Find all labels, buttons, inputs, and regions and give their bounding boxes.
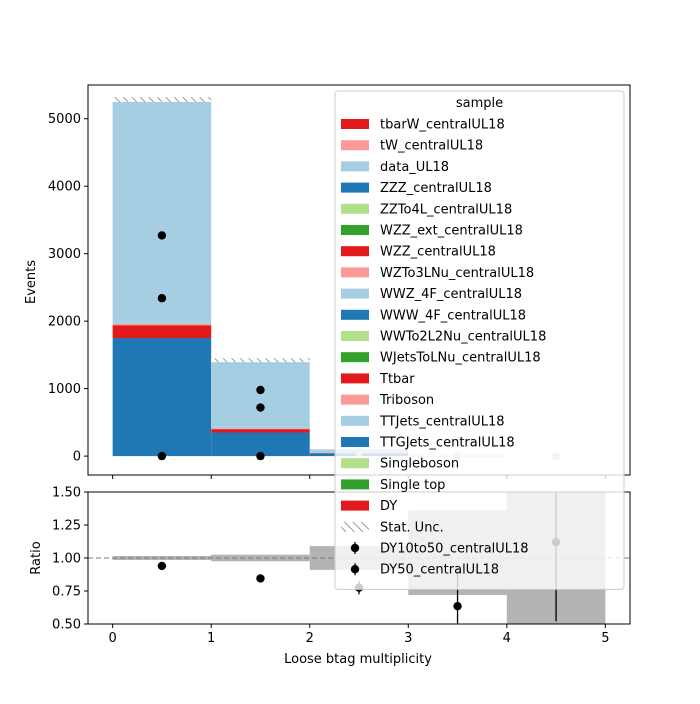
- legend-swatch-11: [341, 352, 369, 363]
- bar-data_UL18-bin-0: [112, 321, 212, 324]
- bar-data_UL18-bin-1: [211, 426, 310, 429]
- main-y-tick-label-1000: 1000: [48, 382, 81, 397]
- legend-label-18: DY: [380, 499, 397, 514]
- legend-box: [334, 90, 625, 590]
- legend-label-7: WZTo3LNu_centralUL18: [380, 266, 534, 281]
- ratio-x-tick-label-0: 0: [108, 631, 116, 646]
- legend-label-0: tbarW_centralUL18: [380, 118, 505, 133]
- legend-marker-20: [350, 543, 360, 553]
- bar-Ttbar-bin-1: [211, 429, 310, 433]
- legend-label-2: data_UL18: [380, 160, 449, 175]
- ratio-y-tick-label-0: 0.50: [52, 618, 81, 633]
- legend-swatch-0: [341, 119, 369, 129]
- legend-label-12: Ttbar: [379, 372, 415, 387]
- main-y-tick-label-2000: 2000: [48, 315, 81, 330]
- main-y-axis-label: Events: [24, 260, 39, 304]
- ratio-x-tick-label-5: 5: [601, 631, 609, 646]
- main-y-tick-label-3000: 3000: [48, 247, 81, 262]
- ratio-point-3: [453, 601, 462, 611]
- legend-label-16: Singleboson: [380, 457, 459, 472]
- legend-label-19: Stat. Unc.: [380, 520, 444, 535]
- legend-swatch-12: [341, 373, 369, 384]
- ratio-y-tick-label-4: 1.50: [52, 486, 81, 501]
- main-y-tick-label-4000: 4000: [48, 180, 81, 195]
- legend-swatch-5: [341, 225, 369, 235]
- legend-label-14: TTJets_centralUL18: [379, 414, 505, 429]
- legend-label-6: WZZ_centralUL18: [380, 245, 496, 260]
- bar-TTGJets_centralUL18-bin-1: [211, 432, 310, 457]
- legend: sample tbarW_centralUL18 tW_centralUL18dat…: [334, 90, 625, 590]
- legend-label-13: Triboson: [379, 393, 434, 408]
- legend-swatch-14: [341, 415, 369, 426]
- legend-title: sample: [456, 96, 503, 111]
- ratio-point-0: [157, 561, 167, 571]
- main-plot: 0 1000 2000 3000 4000 5000: [48, 84, 631, 479]
- legend-label-10: WWTo2L2Nu_centralUL18: [380, 330, 546, 345]
- data-point-DY10to50_centralUL18-1: [256, 385, 265, 395]
- legend-swatch-7: [341, 267, 369, 278]
- legend-swatch-19: [341, 521, 369, 532]
- ratio-y-tick-label-2: 1.00: [52, 552, 81, 567]
- main-y-tick-label-5000: 5000: [48, 112, 81, 127]
- data-point-DY-1: [256, 451, 265, 461]
- bar-TTJets_centralUL18-bin-0: [112, 101, 212, 322]
- stat-unc-hatch-bin-0: [112, 97, 212, 102]
- legend-swatch-18: [341, 500, 369, 511]
- legend-label-15: TTGJets_centralUL18: [379, 436, 515, 451]
- data-point-DY-0: [157, 451, 167, 461]
- legend-swatch-6: [341, 246, 369, 257]
- legend-swatch-15: [341, 437, 369, 447]
- bar-Ttbar-bin-0: [112, 325, 212, 339]
- legend-swatch-4: [341, 203, 369, 214]
- legend-swatch-17: [341, 479, 369, 490]
- bar-Triboson-bin-1: [211, 428, 310, 430]
- stat-unc-hatch-bin-1: [211, 358, 310, 363]
- ratio-x-tick-label-2: 2: [306, 631, 314, 646]
- ratio-x-tick-label-4: 4: [503, 631, 511, 646]
- legend-label-9: WWW_4F_centralUL18: [380, 308, 526, 323]
- data-point-DY50_centralUL18-1: [256, 403, 265, 412]
- data-point-DY50_centralUL18-0: [157, 294, 167, 303]
- ratio-y-tick-label-3: 1.25: [52, 519, 81, 534]
- data-point-DY10to50_centralUL18-0: [157, 231, 167, 240]
- legend-label-1: tW_centralUL18: [380, 139, 483, 154]
- bar-Triboson-bin-0: [112, 323, 212, 326]
- legend-label-5: WZZ_ext_centralUL18: [380, 224, 523, 239]
- legend-label-4: ZZTo4L_centralUL18: [380, 202, 512, 217]
- legend-swatch-10: [341, 331, 369, 341]
- legend-swatch-1: [341, 140, 369, 151]
- bar-TTGJets_centralUL18-bin-0: [112, 338, 212, 457]
- legend-label-21: DY50_centralUL18: [380, 563, 499, 578]
- main-y-tick-label-0: 0: [73, 450, 81, 465]
- legend-swatch-13: [341, 394, 369, 405]
- legend-swatch-16: [341, 458, 369, 469]
- ratio-x-tick-label-1: 1: [207, 631, 215, 646]
- ratio-y-tick-label-1: 0.75: [52, 585, 81, 600]
- legend-swatch-3: [341, 182, 369, 193]
- legend-swatch-2: [341, 161, 369, 172]
- legend-label-17: Single top: [380, 478, 445, 493]
- legend-label-8: WWZ_4F_centralUL18: [380, 287, 522, 302]
- legend-swatch-8: [341, 288, 369, 299]
- ratio-point-1: [256, 574, 265, 583]
- legend-label-11: WJetsToLNu_centralUL18: [380, 351, 541, 366]
- legend-marker-21: [350, 565, 360, 574]
- legend-label-3: ZZZ_centralUL18: [380, 181, 492, 196]
- legend-label-20: DY10to50_centralUL18: [380, 542, 529, 557]
- ratio-x-tick-label-3: 3: [404, 631, 412, 646]
- bar-TTJets_centralUL18-bin-1: [211, 362, 310, 427]
- ratio-x-axis-label: Loose btag multiplicity: [284, 652, 432, 667]
- ratio-y-axis-label: Ratio: [29, 541, 44, 574]
- legend-swatch-9: [341, 309, 369, 320]
